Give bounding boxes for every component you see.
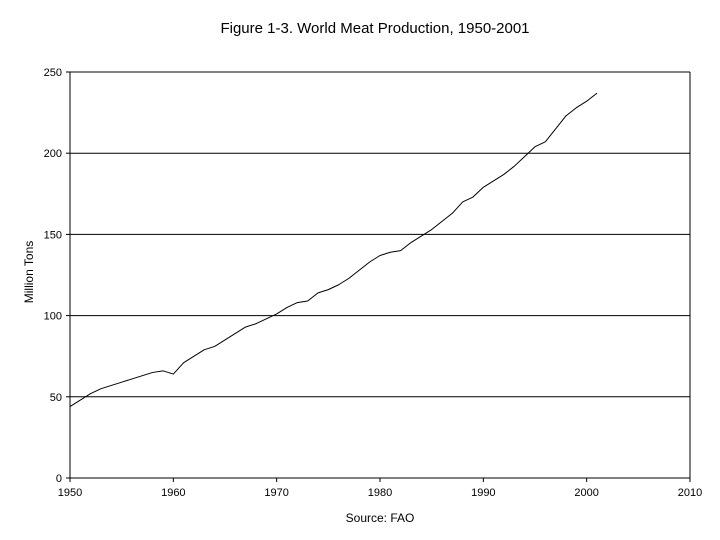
data-point [193, 356, 194, 357]
data-point [441, 221, 442, 222]
data-point [359, 270, 360, 271]
data-point [328, 289, 329, 290]
x-tick-label: 1990 [471, 487, 495, 499]
chart-title: Figure 1-3. World Meat Production, 1950-… [220, 20, 530, 37]
data-point [379, 255, 380, 256]
series-line [69, 92, 598, 407]
y-tick-label: 100 [44, 311, 62, 323]
data-point [524, 156, 525, 157]
data-point [173, 373, 174, 374]
y-tick-label: 150 [44, 229, 62, 241]
data-point [493, 180, 494, 181]
data-point [204, 349, 205, 350]
data-point [131, 378, 132, 379]
data-point [565, 115, 566, 116]
data-point [255, 323, 256, 324]
data-point [369, 261, 370, 262]
data-point [472, 196, 473, 197]
data-point [555, 128, 556, 129]
data-point [162, 370, 163, 371]
data-point [483, 187, 484, 188]
data-point [214, 346, 215, 347]
data-point [286, 307, 287, 308]
data-point [421, 235, 422, 236]
data-point [69, 406, 70, 407]
data-point [514, 166, 515, 167]
data-point [503, 174, 504, 175]
y-tick-label: 50 [50, 392, 62, 404]
data-point [462, 201, 463, 202]
x-tick-label: 1960 [161, 487, 185, 499]
data-point [121, 382, 122, 383]
x-tick-label: 1970 [264, 487, 288, 499]
data-point [307, 300, 308, 301]
data-point [235, 333, 236, 334]
data-point [100, 388, 101, 389]
data-point [80, 399, 81, 400]
x-tick-label: 1950 [58, 487, 82, 499]
y-tick-label: 250 [44, 67, 62, 79]
data-point [348, 278, 349, 279]
y-tick-label: 0 [56, 473, 62, 485]
data-point [183, 362, 184, 363]
data-point [297, 302, 298, 303]
data-point [545, 141, 546, 142]
data-point [276, 313, 277, 314]
data-point [224, 339, 225, 340]
x-tick-label: 2010 [678, 487, 702, 499]
data-point [596, 93, 597, 94]
data-point [534, 146, 535, 147]
data-point [452, 213, 453, 214]
data-point [111, 385, 112, 386]
data-point [338, 284, 339, 285]
x-tick-label: 2000 [574, 487, 598, 499]
data-point [400, 250, 401, 251]
data-point [317, 292, 318, 293]
data-point [576, 107, 577, 108]
data-point [586, 101, 587, 102]
data-point [390, 252, 391, 253]
data-point [152, 372, 153, 373]
data-point [431, 229, 432, 230]
y-tick-label: 200 [44, 148, 62, 160]
x-tick-label: 1980 [368, 487, 392, 499]
data-point [142, 375, 143, 376]
x-axis-label: Source: FAO [346, 511, 415, 525]
data-point [90, 393, 91, 394]
data-point [245, 326, 246, 327]
data-point [266, 318, 267, 319]
data-point [410, 242, 411, 243]
y-axis-label: Million Tons [22, 241, 36, 303]
